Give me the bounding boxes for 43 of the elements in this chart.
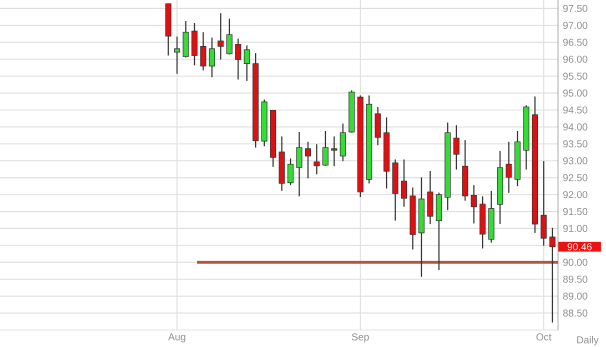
y-tick-label: 89.50 (563, 276, 588, 283)
candlestick (287, 158, 294, 186)
candlestick (453, 124, 460, 170)
candlestick (549, 227, 556, 324)
candlestick (174, 36, 180, 74)
y-tick-label: 95.00 (563, 90, 588, 97)
y-tick-label: 96.00 (563, 56, 588, 63)
y-tick-label: 97.50 (563, 4, 588, 12)
x-tick-label: Sep (352, 333, 369, 342)
candlestick (506, 141, 512, 194)
candlestick (235, 38, 242, 80)
candlestick (226, 18, 232, 56)
x-tick-label: Oct (536, 333, 552, 340)
text: 90.46 (568, 243, 592, 250)
candlestick (200, 32, 206, 72)
candlestick (540, 160, 547, 246)
y-tick-label: 91.50 (563, 208, 588, 216)
y-tick-label: 92.50 (563, 174, 588, 182)
y-tick-label: 90.00 (563, 258, 588, 266)
candlestick (470, 184, 477, 224)
y-tick-label: 96.50 (563, 38, 588, 46)
y-tick-label: 94.50 (563, 106, 588, 114)
y-tick-label: 91.00 (563, 224, 588, 232)
candlestick (314, 144, 320, 175)
candlestick (374, 106, 381, 146)
y-tick-label: 94.00 (563, 123, 588, 130)
y-tick-label: 95.50 (563, 72, 588, 80)
candlestick (322, 130, 328, 166)
y-tick-label: 93.50 (563, 140, 588, 148)
y-tick-label: 97.00 (563, 22, 588, 29)
candlestick (218, 12, 224, 60)
candlestick (340, 122, 346, 162)
y-tick-label: 92.00 (563, 191, 588, 198)
candlestick (296, 131, 302, 197)
candlestick (400, 158, 408, 208)
text: Daily (577, 336, 599, 346)
x-tick-label: Aug (168, 333, 186, 342)
candlestick (244, 44, 250, 82)
y-tick-label: 93.00 (563, 157, 588, 164)
candlestick (304, 141, 312, 179)
y-tick-label: 89.00 (563, 292, 588, 300)
y-tick-label: 88.50 (563, 310, 588, 317)
candlestick (208, 36, 215, 78)
